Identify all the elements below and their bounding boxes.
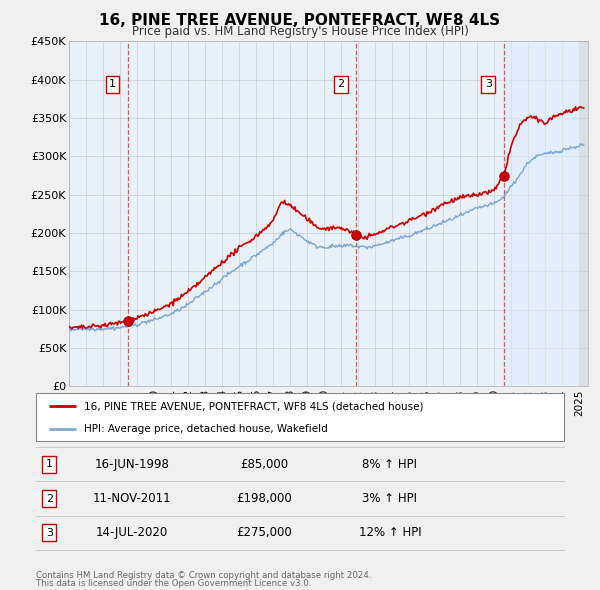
Text: 16, PINE TREE AVENUE, PONTEFRACT, WF8 4LS: 16, PINE TREE AVENUE, PONTEFRACT, WF8 4L…	[100, 13, 500, 28]
Text: 1: 1	[46, 460, 53, 469]
Text: 3% ↑ HPI: 3% ↑ HPI	[362, 492, 418, 505]
Text: 16, PINE TREE AVENUE, PONTEFRACT, WF8 4LS (detached house): 16, PINE TREE AVENUE, PONTEFRACT, WF8 4L…	[83, 401, 423, 411]
Bar	[580, 41, 588, 386]
Text: 14-JUL-2020: 14-JUL-2020	[96, 526, 168, 539]
Text: 1: 1	[109, 80, 116, 90]
Text: HPI: Average price, detached house, Wakefield: HPI: Average price, detached house, Wake…	[83, 424, 327, 434]
FancyBboxPatch shape	[36, 393, 564, 441]
Text: 8% ↑ HPI: 8% ↑ HPI	[362, 458, 418, 471]
Text: 2: 2	[337, 80, 344, 90]
Text: This data is licensed under the Open Government Licence v3.0.: This data is licensed under the Open Gov…	[36, 579, 311, 588]
Text: Price paid vs. HM Land Registry's House Price Index (HPI): Price paid vs. HM Land Registry's House …	[131, 25, 469, 38]
Text: 3: 3	[46, 528, 53, 537]
Text: 16-JUN-1998: 16-JUN-1998	[95, 458, 169, 471]
Text: 11-NOV-2011: 11-NOV-2011	[92, 492, 172, 505]
Text: 3: 3	[485, 80, 492, 90]
Text: £275,000: £275,000	[236, 526, 292, 539]
Text: 2: 2	[46, 494, 53, 503]
Bar	[503, 41, 580, 386]
Text: Contains HM Land Registry data © Crown copyright and database right 2024.: Contains HM Land Registry data © Crown c…	[36, 571, 371, 580]
Text: £198,000: £198,000	[236, 492, 292, 505]
Text: £85,000: £85,000	[240, 458, 288, 471]
Text: 12% ↑ HPI: 12% ↑ HPI	[359, 526, 421, 539]
